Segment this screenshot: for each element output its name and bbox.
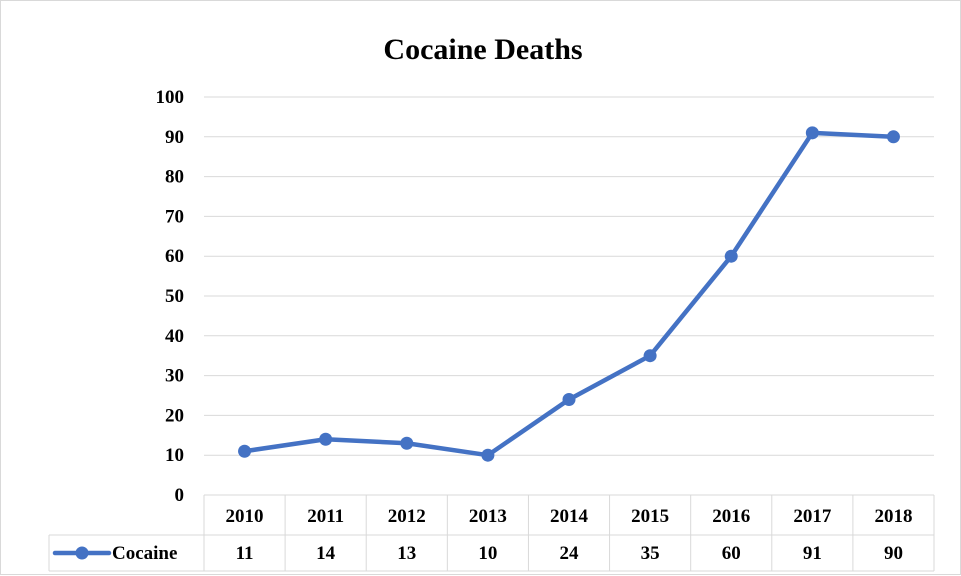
x-category-label: 2011 xyxy=(307,506,344,527)
data-point xyxy=(643,349,657,363)
table-value: 11 xyxy=(236,543,254,564)
series-line xyxy=(242,130,896,458)
y-tick-label: 40 xyxy=(165,326,184,347)
gridlines xyxy=(204,96,934,456)
table-value: 60 xyxy=(722,543,741,564)
legend-series-name: Cocaine xyxy=(112,543,177,564)
y-tick-label: 0 xyxy=(175,485,185,506)
data-point xyxy=(481,448,495,462)
table-value: 35 xyxy=(641,543,660,564)
data-point xyxy=(562,392,576,406)
y-tick-label: 70 xyxy=(165,206,184,227)
data-point xyxy=(724,249,738,263)
y-axis-tick-labels: 0 10 20 30 40 50 60 70 80 90 100 xyxy=(156,87,185,506)
data-point xyxy=(805,126,819,140)
y-tick-label: 30 xyxy=(165,366,184,387)
data-point xyxy=(886,130,900,144)
legend-point-marker xyxy=(75,546,89,560)
y-tick-label: 100 xyxy=(156,87,185,108)
y-tick-label: 10 xyxy=(165,445,184,466)
data-table: 2010 2011 2012 2013 2014 2015 2016 2017 2018 Coca… xyxy=(48,494,935,572)
y-tick-label: 80 xyxy=(165,167,184,188)
y-tick-label: 50 xyxy=(165,286,184,307)
x-category-label: 2018 xyxy=(874,506,912,527)
data-point xyxy=(319,432,333,446)
series-cocaine xyxy=(238,126,900,462)
table-value: 14 xyxy=(316,543,336,564)
table-value: 90 xyxy=(884,543,903,564)
x-category-label: 2014 xyxy=(550,506,589,527)
x-category-label: 2010 xyxy=(226,506,264,527)
chart-title: Cocaine Deaths xyxy=(383,33,582,66)
x-category-label: 2015 xyxy=(631,506,669,527)
table-value: 10 xyxy=(478,543,497,564)
x-category-label: 2013 xyxy=(469,506,507,527)
x-category-label: 2016 xyxy=(712,506,750,527)
data-point xyxy=(238,444,252,458)
data-point xyxy=(400,436,414,450)
y-tick-label: 90 xyxy=(165,127,184,148)
x-category-label: 2017 xyxy=(793,506,832,527)
table-value: 24 xyxy=(560,543,580,564)
y-tick-label: 60 xyxy=(165,246,184,267)
x-category-label: 2012 xyxy=(388,506,426,527)
table-value: 13 xyxy=(397,543,416,564)
table-value: 91 xyxy=(803,543,822,564)
y-tick-label: 20 xyxy=(165,405,184,426)
